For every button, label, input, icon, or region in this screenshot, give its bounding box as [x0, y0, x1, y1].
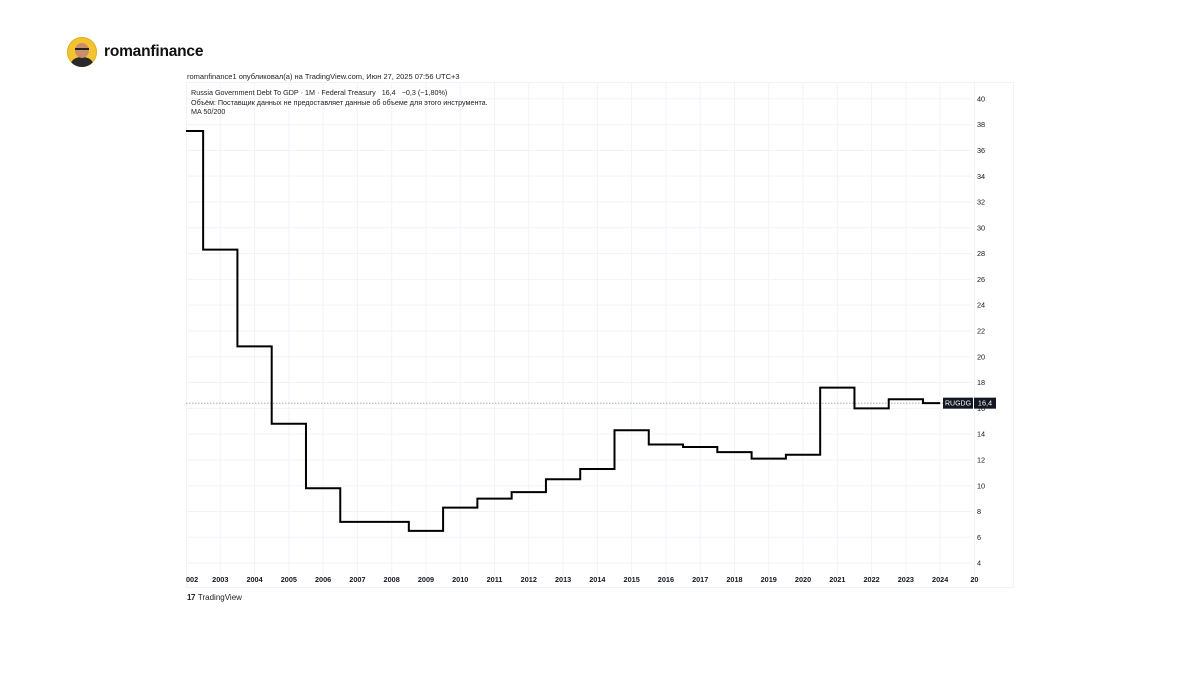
series-line: [186, 130, 941, 532]
y-axis: 46810121416182022242628303234363840: [977, 94, 985, 567]
x-tick-label: 2022: [863, 575, 879, 584]
x-tick-label: 2024: [932, 575, 949, 584]
x-tick-label: 2018: [726, 575, 742, 584]
y-tick-label: 12: [977, 456, 985, 465]
last-value-label-group: RUGDG 16,4: [943, 397, 996, 409]
x-tick-label: 2013: [555, 575, 571, 584]
x-tick-label: 2020: [795, 575, 811, 584]
tradingview-label: TradingView: [197, 593, 242, 602]
tradingview-footer[interactable]: 17 TradingView: [187, 593, 242, 602]
x-tick-label: 2017: [692, 575, 708, 584]
y-tick-label: 22: [977, 327, 985, 336]
x-tick-label: 2003: [212, 575, 228, 584]
author-avatar[interactable]: [67, 37, 97, 67]
legend-title: Russia Government Debt To GDP · 1M · Fed…: [191, 88, 376, 97]
x-tick-label: 2023: [898, 575, 914, 584]
tradingview-logo-icon: 17: [187, 593, 195, 602]
x-tick-label: 2006: [315, 575, 331, 584]
x-tick-label: 2019: [761, 575, 777, 584]
y-tick-label: 6: [977, 533, 981, 542]
y-tick-label: 34: [977, 172, 985, 181]
legend-ma[interactable]: MA 50/200: [191, 107, 226, 117]
chart-svg[interactable]: 46810121416182022242628303234363840 0022…: [186, 82, 1014, 588]
y-tick-label: 28: [977, 249, 985, 258]
y-tick-label: 36: [977, 146, 985, 155]
brand-name[interactable]: romanfinance: [104, 43, 204, 60]
y-tick-label: 20: [977, 352, 985, 361]
chart-frame: [186, 82, 1014, 588]
x-tick-label: 2009: [418, 575, 434, 584]
chart-grid: [186, 82, 1014, 588]
x-tick-label: 2011: [487, 575, 503, 584]
x-tick-label: 002: [186, 575, 198, 584]
x-tick-label: 2012: [521, 575, 537, 584]
x-axis: 002 2003 2004 2005 2006 2007 2008 2009 2010 2011 2…: [186, 575, 978, 584]
x-tick-label: 2021: [829, 575, 845, 584]
y-tick-label: 24: [977, 301, 985, 310]
y-tick-label: 30: [977, 223, 985, 232]
x-tick-label: 2014: [589, 575, 606, 584]
chart-legend: Russia Government Debt To GDP · 1M · Fed…: [191, 88, 488, 117]
y-tick-label: 26: [977, 275, 985, 284]
x-tick-label: 2008: [384, 575, 400, 584]
x-tick-label: 2005: [281, 575, 297, 584]
published-info: romanfinance1 опубликовал(а) на TradingV…: [187, 72, 460, 81]
y-tick-label: 14: [977, 430, 985, 439]
y-tick-label: 38: [977, 120, 985, 129]
x-tick-label: 20: [970, 575, 978, 584]
y-tick-label: 10: [977, 481, 985, 490]
legend-value: 16,4: [381, 88, 396, 97]
legend-volume-note: Объём: Поставщик данных не предоставляет…: [191, 97, 488, 107]
last-value-badge: [974, 397, 996, 409]
y-tick-label: 4: [977, 559, 981, 568]
y-tick-label: 18: [977, 378, 985, 387]
x-tick-label: 2016: [658, 575, 674, 584]
y-tick-label: 32: [977, 198, 985, 207]
author-header: romanfinance: [67, 37, 203, 67]
chart-area[interactable]: 46810121416182022242628303234363840 0022…: [186, 82, 1014, 588]
symbol-label: RUGDG: [945, 401, 971, 408]
x-tick-label: 2007: [349, 575, 365, 584]
x-tick-label: 2010: [452, 575, 468, 584]
y-tick-label: 8: [977, 507, 981, 516]
legend-change: −0,3 (−1,80%): [401, 88, 448, 97]
y-tick-label: 40: [977, 94, 985, 103]
last-value-label: 16,4: [978, 399, 992, 408]
x-tick-label: 2015: [624, 575, 640, 584]
x-tick-label: 2004: [246, 575, 263, 584]
symbol-badge: [943, 397, 973, 409]
